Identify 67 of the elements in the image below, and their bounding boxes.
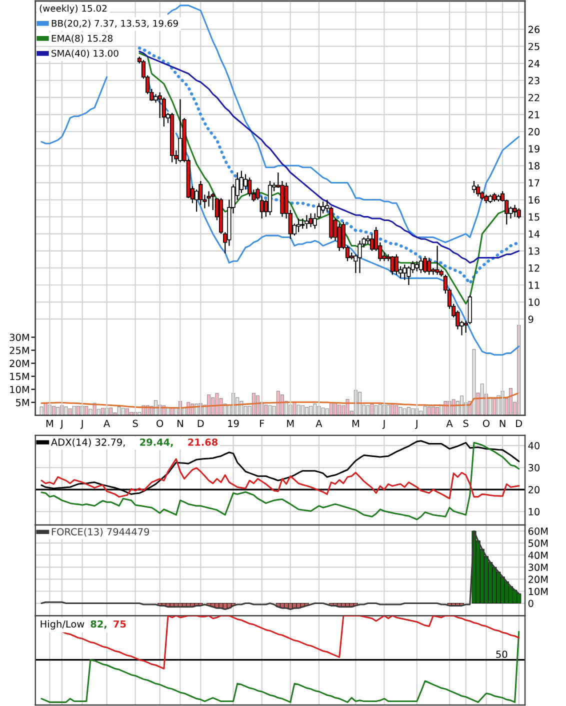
y-tick-label: 30M	[528, 564, 548, 571]
x-tick-label: J	[80, 420, 83, 429]
series-label: 21.68	[188, 438, 218, 446]
y2-tick-label: 20M	[10, 360, 29, 368]
y-tick-label: 17	[528, 179, 540, 186]
y2-tick-label: 10M	[10, 386, 29, 394]
x-tick-label: A	[446, 420, 453, 427]
x-tick-label: M	[46, 420, 53, 427]
x-tick-label: N	[178, 420, 183, 427]
y-tick-label: 18	[528, 162, 540, 170]
y-tick-label: 40	[528, 442, 540, 450]
y-tick-label: 24	[528, 60, 540, 68]
legend-label: ADX(14) 32.79,	[51, 438, 125, 447]
y-tick-label: 15	[528, 213, 540, 221]
y-tick-label: 12	[528, 264, 540, 272]
x-tick-label: O	[482, 420, 490, 428]
x-tick-label: S	[132, 420, 138, 428]
y-tick-label: 21	[528, 111, 540, 118]
y-tick-label: 11	[528, 282, 540, 289]
x-tick-label: S	[463, 420, 468, 428]
x-tick-label: 19	[228, 420, 239, 428]
y-tick-label: 20	[528, 486, 540, 494]
x-tick-label: A	[104, 420, 110, 427]
text: 29.44,	[140, 438, 173, 448]
x-tick-label: J	[60, 420, 62, 429]
y-tick-label: 20M	[528, 576, 548, 584]
x-tick-label: D	[198, 420, 204, 427]
legend-label: FORCE(13) 7944479	[52, 528, 150, 537]
legend-label: BB(20,2) 7.37, 13.53, 19.69	[52, 20, 178, 28]
x-tick-label: D	[516, 420, 522, 427]
y-tick-label: 60M	[528, 528, 548, 535]
y-tick-label: 50M	[528, 540, 548, 547]
x-tick-label: M	[287, 420, 294, 427]
x-tick-label: N	[500, 420, 506, 427]
legend-title: (weekly) 15.02	[40, 4, 107, 14]
y-tick-label: 30	[528, 464, 540, 472]
y-tick-label: 10	[528, 298, 540, 306]
y-tick-label: 13	[528, 247, 540, 255]
text: 75	[114, 620, 126, 628]
y-tick-label: 0	[528, 600, 534, 608]
y-tick-label: 19	[528, 145, 540, 152]
y-tick-label: 10M	[528, 588, 548, 596]
y-tick-label: 22	[528, 94, 540, 102]
y2-tick-label: 5M	[16, 398, 29, 406]
y-tick-label: 10	[528, 508, 540, 516]
chart-title: High/Low	[40, 620, 84, 630]
y-tick-label: 40M	[528, 552, 548, 559]
y-tick-label: 16	[528, 196, 540, 204]
y-tick-label: 26	[528, 26, 540, 34]
y-tick-label: 25	[528, 42, 540, 50]
y2-tick-label: 25M	[10, 346, 29, 354]
y-tick-label: 23	[528, 76, 540, 84]
text: 82,	[90, 620, 106, 629]
y2-tick-label: 30M	[10, 334, 29, 342]
x-tick-label: F	[260, 420, 264, 427]
y-tick-label: 9	[528, 316, 534, 323]
legend-label: EMA(8) 15.28	[52, 34, 112, 43]
x-tick-label: J	[414, 420, 418, 429]
y-tick-label: 20	[528, 128, 540, 136]
x-tick-label: J	[382, 420, 385, 429]
x-tick-label: A	[316, 420, 322, 427]
x-tick-label: M	[352, 420, 359, 427]
x-tick-label: O	[156, 420, 164, 428]
ref-line-label: 50	[496, 650, 508, 658]
y-tick-label: 14	[528, 230, 540, 238]
legend-label: SMA(40) 13.00	[52, 50, 118, 58]
y2-tick-label: 15M	[10, 372, 29, 380]
